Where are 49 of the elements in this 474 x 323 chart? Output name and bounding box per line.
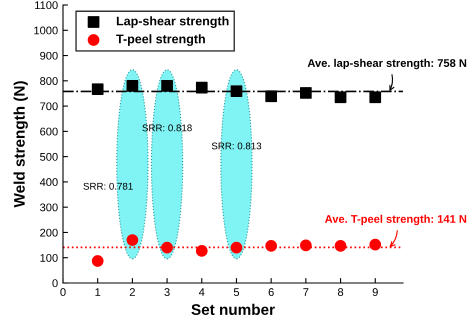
- x-tick-label: 9: [372, 288, 378, 296]
- point: [196, 82, 208, 94]
- point: [334, 91, 346, 104]
- point: [92, 83, 104, 96]
- legend-label: Lap-shear strength: [116, 16, 228, 28]
- y-tick-label: 100: [40, 254, 58, 262]
- y-tick-label: 200: [40, 228, 58, 237]
- annotation: SRR: 0.781: [83, 182, 133, 190]
- y-axis-title: Weld strength (N): [14, 81, 28, 208]
- y-tick-label: 1100: [35, 1, 58, 10]
- y-tick-label: 600: [40, 128, 58, 136]
- point: [300, 240, 312, 252]
- y-tick-label: 300: [40, 203, 58, 212]
- point: [161, 242, 173, 254]
- point: [369, 91, 382, 104]
- ref-line-label: Ave. T-peel strength: 141 N: [324, 214, 466, 226]
- annotation: SRR: 0.813: [212, 142, 262, 150]
- point: [265, 90, 278, 102]
- y-tick-label: 1000: [34, 26, 58, 34]
- point: [230, 242, 242, 254]
- point: [161, 80, 173, 92]
- point: [126, 80, 138, 92]
- y-tick-label: 0: [52, 279, 58, 288]
- point: [369, 238, 382, 250]
- y-tick-label: 400: [40, 178, 58, 186]
- x-tick-label: 5: [234, 288, 240, 296]
- y-tick-label: 900: [40, 52, 58, 60]
- point: [334, 240, 346, 252]
- point: [230, 85, 242, 98]
- point: [126, 234, 138, 246]
- legend-label: T-peel strength: [116, 34, 205, 46]
- x-tick-label: 8: [338, 288, 344, 296]
- point: [92, 255, 104, 267]
- y-tick-label: 700: [40, 102, 58, 110]
- x-tick-label: 0: [60, 288, 66, 296]
- y-tick-label: 800: [40, 77, 58, 85]
- x-tick-label: 6: [268, 288, 274, 296]
- x-axis-title: Set number: [191, 304, 275, 315]
- x-tick-label: 3: [164, 288, 170, 296]
- point: [300, 87, 312, 99]
- point: [265, 240, 278, 252]
- x-tick-label: 4: [198, 288, 205, 296]
- x-tick-label: 2: [130, 288, 135, 296]
- ref-line-label: Ave. lap-shear strength: 758 N: [308, 58, 466, 70]
- x-tick-label: 1: [95, 288, 100, 296]
- y-tick-label: 500: [40, 152, 58, 161]
- x-tick-label: 7: [303, 288, 308, 296]
- point: [196, 245, 208, 257]
- annotation: SRR: 0.818: [142, 124, 192, 132]
